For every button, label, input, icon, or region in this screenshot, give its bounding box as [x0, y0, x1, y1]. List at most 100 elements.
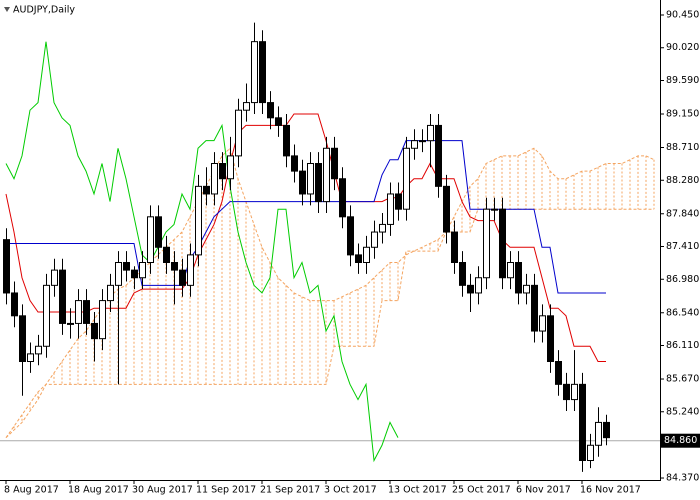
y-tick-label: 88.280	[666, 175, 699, 186]
y-tick-label: 87.410	[666, 241, 699, 252]
candle-body	[115, 262, 122, 286]
indicator-line	[5, 41, 399, 463]
x-tick-label: 8 Aug 2017	[4, 485, 59, 496]
y-tick-label: 90.020	[666, 42, 699, 53]
candle-body	[307, 163, 314, 195]
current-price-box	[661, 433, 700, 448]
candle-body	[475, 277, 482, 294]
candle-body	[291, 155, 298, 172]
candle-body	[67, 322, 74, 325]
candle-body	[43, 284, 50, 347]
y-tick-label: 86.980	[666, 274, 699, 285]
candle-body	[59, 269, 66, 324]
y-tick-label: 86.540	[666, 307, 699, 318]
x-tick-label: 25 Oct 2017	[452, 485, 511, 496]
candle-body	[155, 216, 162, 248]
candle-body	[491, 208, 498, 211]
y-tick-label: 86.110	[666, 340, 699, 351]
x-tick-label: 16 Nov 2017	[580, 485, 641, 496]
candle-body	[339, 178, 346, 218]
x-tick-label: 30 Aug 2017	[132, 485, 193, 496]
y-tick-label: 85.670	[666, 374, 699, 385]
candle-body	[187, 254, 194, 286]
candle-body	[27, 353, 34, 363]
candle-body	[131, 269, 138, 279]
candle-body	[523, 284, 530, 294]
candle-body	[275, 117, 282, 126]
chart-title: AUDJPY,Daily	[13, 5, 75, 16]
candle-body	[235, 109, 242, 157]
candle-body	[243, 102, 250, 111]
candle-body	[547, 315, 554, 363]
candle-body	[571, 383, 578, 401]
candle-body	[515, 262, 522, 294]
candle-body	[251, 41, 258, 104]
candle-body	[35, 345, 42, 355]
candle-body	[595, 421, 602, 446]
candle-body	[211, 163, 218, 195]
candle-body	[427, 124, 434, 142]
y-tick-label: 84.370	[666, 473, 699, 484]
candle-body	[99, 300, 106, 340]
candle-body	[91, 322, 98, 340]
candle-body	[499, 208, 506, 279]
senkou-span-b	[5, 208, 654, 439]
candle-body	[395, 193, 402, 210]
candle-body	[555, 361, 562, 385]
candle-body	[371, 231, 378, 248]
candle-body	[123, 262, 130, 271]
candle-body	[323, 147, 330, 203]
y-tick-label: 88.710	[666, 142, 699, 153]
candle-body	[331, 147, 338, 180]
x-tick-label: 11 Sep 2017	[196, 485, 256, 496]
candle-body	[467, 284, 474, 294]
candle-body	[139, 262, 146, 279]
candle-body	[539, 315, 546, 332]
candle-body	[443, 185, 450, 233]
candle-body	[347, 216, 354, 256]
candle-body	[107, 284, 114, 302]
candle-body	[579, 383, 586, 462]
candle-body	[315, 163, 322, 203]
candle-body	[11, 292, 18, 317]
candle-body	[531, 284, 538, 332]
candle-body	[363, 246, 370, 264]
candle-body	[163, 246, 170, 264]
candle-body	[459, 262, 466, 286]
current-price-label: 84.860	[664, 435, 697, 446]
candle-body	[3, 239, 10, 294]
symbol-icon	[4, 7, 10, 12]
x-tick-label: 3 Oct 2017	[324, 485, 377, 496]
y-tick-label: 87.840	[666, 208, 699, 219]
candle-body	[283, 124, 290, 157]
candle-body	[387, 193, 394, 225]
candle-body	[435, 124, 442, 187]
candle-body	[83, 300, 90, 324]
x-tick-label: 6 Nov 2017	[516, 485, 571, 496]
candle-body	[379, 223, 386, 233]
candle-body	[75, 300, 82, 324]
candle-body	[171, 262, 178, 271]
candle-body	[179, 269, 186, 286]
candle-body	[203, 185, 210, 195]
candle-body	[147, 216, 154, 264]
candle-body	[563, 383, 570, 401]
y-tick-label: 89.590	[666, 75, 699, 86]
candle-body	[403, 147, 410, 210]
x-tick-label: 21 Sep 2017	[260, 485, 320, 496]
candle-body	[259, 41, 266, 104]
y-tick-label: 90.450	[666, 10, 699, 21]
candle-body	[219, 163, 226, 180]
candle-body	[587, 444, 594, 462]
candle-body	[19, 315, 26, 363]
y-tick-label: 85.240	[666, 406, 699, 417]
candle-body	[451, 231, 458, 264]
x-tick-label: 18 Aug 2017	[68, 485, 129, 496]
candle-body	[267, 102, 274, 119]
candle-body	[355, 254, 362, 264]
candle-body	[603, 421, 610, 439]
candle-body	[51, 269, 58, 286]
candle-body	[227, 155, 234, 180]
y-tick-label: 89.150	[666, 109, 699, 120]
